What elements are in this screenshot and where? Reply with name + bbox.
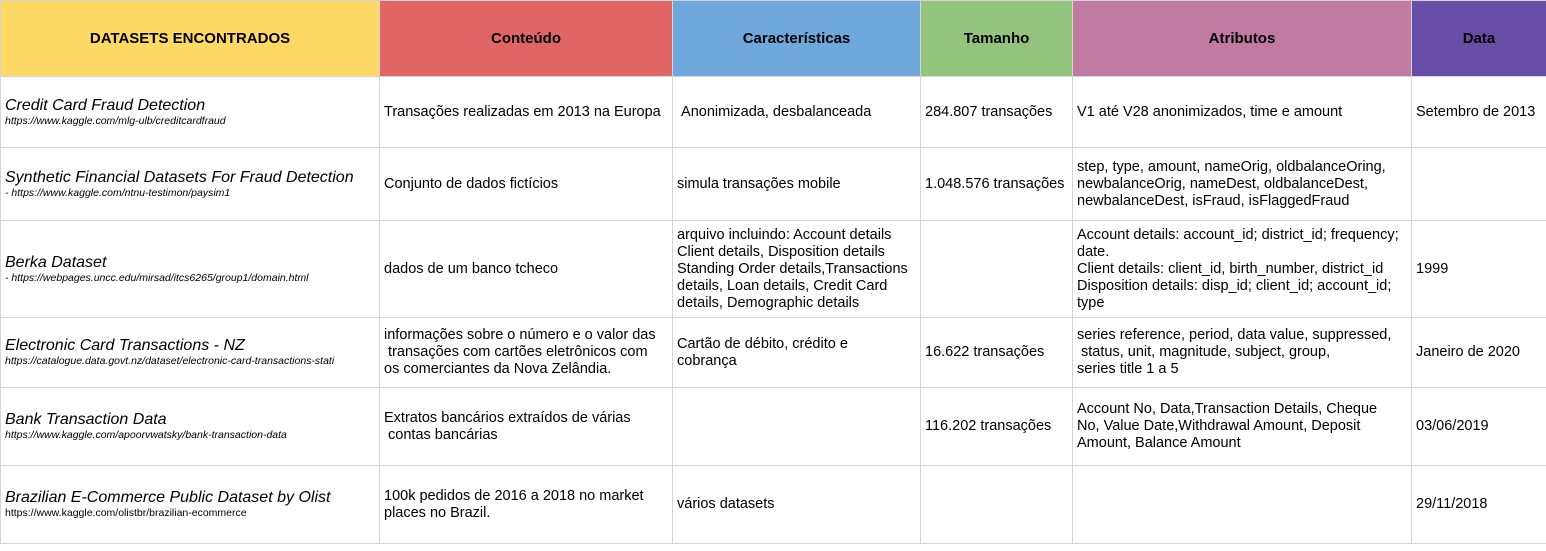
dataset-url[interactable]: https://www.kaggle.com/mlg-ulb/creditcar… [5, 114, 226, 127]
caracteristicas-cell: Cartão de débito, crédito e cobrança [672, 317, 921, 388]
caracteristicas-cell: vários datasets [672, 465, 921, 544]
header-caracteristicas: Características [672, 0, 921, 77]
dataset-name: Electronic Card Transactions - NZ [5, 337, 245, 354]
dataset-cell: Credit Card Fraud Detection https://www.… [0, 76, 380, 148]
dataset-name: Bank Transaction Data [5, 411, 167, 428]
table-row: Synthetic Financial Datasets For Fraud D… [0, 147, 1546, 221]
data-cell: 03/06/2019 [1411, 387, 1546, 466]
data-cell: Setembro de 2013 [1411, 76, 1546, 148]
table-row: Berka Dataset - https://webpages.uncc.ed… [0, 220, 1546, 318]
dataset-url[interactable]: - https://www.kaggle.com/ntnu-testimon/p… [5, 186, 231, 199]
header-data: Data [1411, 0, 1546, 77]
tamanho-cell [920, 465, 1073, 544]
tamanho-cell: 116.202 transações [920, 387, 1073, 466]
caracteristicas-cell [672, 387, 921, 466]
table-row: Bank Transaction Data https://www.kaggle… [0, 387, 1546, 466]
table-row: Credit Card Fraud Detection https://www.… [0, 76, 1546, 148]
dataset-cell: Electronic Card Transactions - NZ https:… [0, 317, 380, 388]
header-conteudo: Conteúdo [379, 0, 673, 77]
atributos-cell [1072, 465, 1412, 544]
atributos-cell: V1 até V28 anonimizados, time e amount [1072, 76, 1412, 148]
dataset-url[interactable]: - https://webpages.uncc.edu/mirsad/itcs6… [5, 271, 309, 284]
data-cell: 29/11/2018 [1411, 465, 1546, 544]
header-tamanho: Tamanho [920, 0, 1073, 77]
atributos-cell: Account No, Data,Transaction Details, Ch… [1072, 387, 1412, 466]
conteudo-cell: informações sobre o número e o valor das… [379, 317, 673, 388]
dataset-name: Brazilian E-Commerce Public Dataset by O… [5, 489, 331, 506]
tamanho-cell [920, 220, 1073, 318]
dataset-name: Synthetic Financial Datasets For Fraud D… [5, 168, 354, 186]
dataset-cell: Berka Dataset - https://webpages.uncc.ed… [0, 220, 380, 318]
atributos-cell: step, type, amount, nameOrig, oldbalance… [1072, 147, 1412, 221]
table-row: Electronic Card Transactions - NZ https:… [0, 317, 1546, 388]
conteudo-cell: Extratos bancários extraídos de várias c… [379, 387, 673, 466]
dataset-url[interactable]: https://www.kaggle.com/apoorvwatsky/bank… [5, 429, 287, 441]
data-cell [1411, 147, 1546, 221]
caracteristicas-cell: simula transações mobile [672, 147, 921, 221]
dataset-cell: Brazilian E-Commerce Public Dataset by O… [0, 465, 380, 544]
atributos-cell: series reference, period, data value, su… [1072, 317, 1412, 388]
conteudo-cell: 100k pedidos de 2016 a 2018 no market pl… [379, 465, 673, 544]
conteudo-cell: Conjunto de dados fictícios [379, 147, 673, 221]
data-cell: 1999 [1411, 220, 1546, 318]
tamanho-cell: 284.807 transações [920, 76, 1073, 148]
conteudo-cell: Transações realizadas em 2013 na Europa [379, 76, 673, 148]
data-cell: Janeiro de 2020 [1411, 317, 1546, 388]
conteudo-cell: dados de um banco tcheco [379, 220, 673, 318]
dataset-name: Credit Card Fraud Detection [5, 96, 206, 114]
header-datasets: DATASETS ENCONTRADOS [0, 0, 380, 77]
table-row: Brazilian E-Commerce Public Dataset by O… [0, 465, 1546, 544]
dataset-url[interactable]: https://www.kaggle.com/olistbr/brazilian… [5, 507, 247, 519]
atributos-cell: Account details: account_id; district_id… [1072, 220, 1412, 318]
caracteristicas-cell: arquivo incluindo: Account details Clien… [672, 220, 921, 318]
dataset-url[interactable]: https://catalogue.data.govt.nz/dataset/e… [5, 355, 335, 367]
header-atributos: Atributos [1072, 0, 1412, 77]
tamanho-cell: 1.048.576 transações [920, 147, 1073, 221]
dataset-cell: Synthetic Financial Datasets For Fraud D… [0, 147, 380, 221]
tamanho-cell: 16.622 transações [920, 317, 1073, 388]
dataset-name: Berka Dataset [5, 253, 107, 271]
header-row: DATASETS ENCONTRADOS Conteúdo Caracterís… [0, 0, 1546, 77]
caracteristicas-cell: Anonimizada, desbalanceada [672, 76, 921, 148]
dataset-cell: Bank Transaction Data https://www.kaggle… [0, 387, 380, 466]
